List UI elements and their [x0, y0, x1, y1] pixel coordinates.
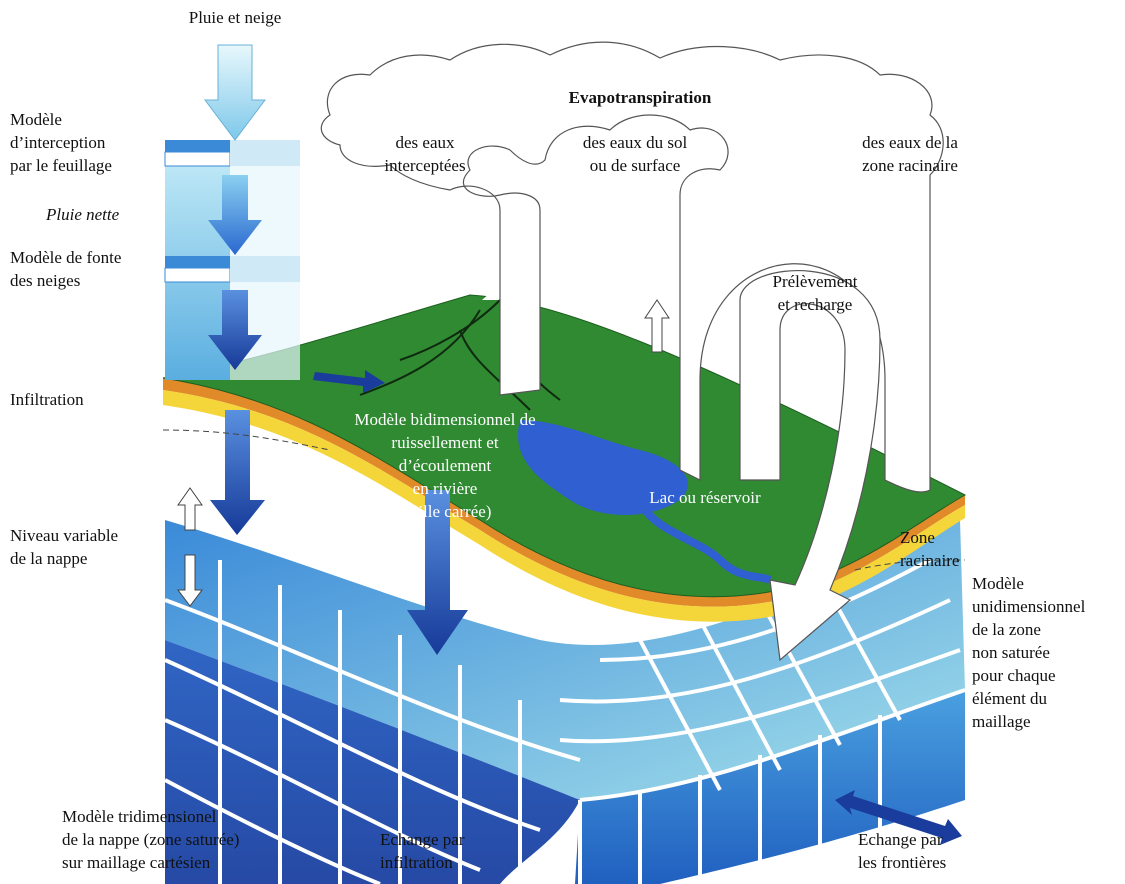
rain-arrow-top [204, 44, 266, 141]
aquifer-side-face [575, 690, 965, 884]
label-interception: Modèle d’interception par le feuillage [10, 110, 112, 175]
root-zone-dashed-line-right [854, 559, 966, 571]
aquifer-front-face [165, 540, 580, 884]
root-zone-dashed-line [162, 429, 331, 451]
water-table-arrow-down [177, 554, 203, 607]
evapotranspiration-cloud [320, 41, 944, 493]
rain-arrow-low [208, 290, 262, 370]
label-lac: Lac ou réservoir [649, 488, 761, 507]
recharge-arrow [739, 270, 881, 662]
label-evapo-interceptees: des eaux interceptées [384, 133, 466, 175]
aquifer-grid-lines [164, 558, 966, 884]
label-pluie-neige: Pluie et neige [188, 8, 282, 27]
river-outflow [636, 498, 772, 584]
aquifer-block [164, 520, 966, 884]
label-evapo-racinaire: des eaux de la zone racinaire [862, 133, 958, 175]
surface-flow-arrow [313, 370, 385, 393]
exchange-infiltration-arrow [407, 490, 468, 655]
label-fonte-neiges: Modèle de fonte des neiges [10, 248, 122, 290]
label-evapotranspiration: Evapotranspiration [568, 88, 712, 107]
label-echange-infiltration: Echange par infiltration [380, 830, 465, 872]
soil-orange-band [163, 378, 965, 607]
infiltration-arrow [210, 410, 265, 535]
lake [518, 420, 688, 515]
label-evapo-sol: des eaux du sol ou de surface [582, 133, 688, 175]
label-prelevement: Prélèvement et recharge [772, 272, 858, 314]
label-zone-racinaire: Zone racinaire [900, 528, 960, 570]
label-echange-frontieres: Echange par les frontières [858, 830, 947, 872]
label-unidimensionnel: Modèle unidimensionnel de la zone non sa… [972, 574, 1086, 731]
boundary-exchange-arrow [835, 790, 962, 845]
water-table-arrow-up [177, 487, 203, 531]
evaporation-up-arrow [644, 299, 670, 353]
rain-arrows [204, 44, 266, 535]
rain-arrow-mid [208, 175, 262, 255]
aquifer-top-face [165, 520, 965, 800]
label-ruissellement: Modèle bidimensionnel de ruissellement e… [354, 410, 536, 521]
label-pluie-nette: Pluie nette [46, 205, 120, 224]
label-niveau-nappe: Niveau variable de la nappe [10, 526, 119, 568]
label-infiltration: Infiltration [10, 390, 84, 409]
label-tridimensionnel: Modèle tridimensionel de la nappe (zone … [62, 807, 240, 872]
